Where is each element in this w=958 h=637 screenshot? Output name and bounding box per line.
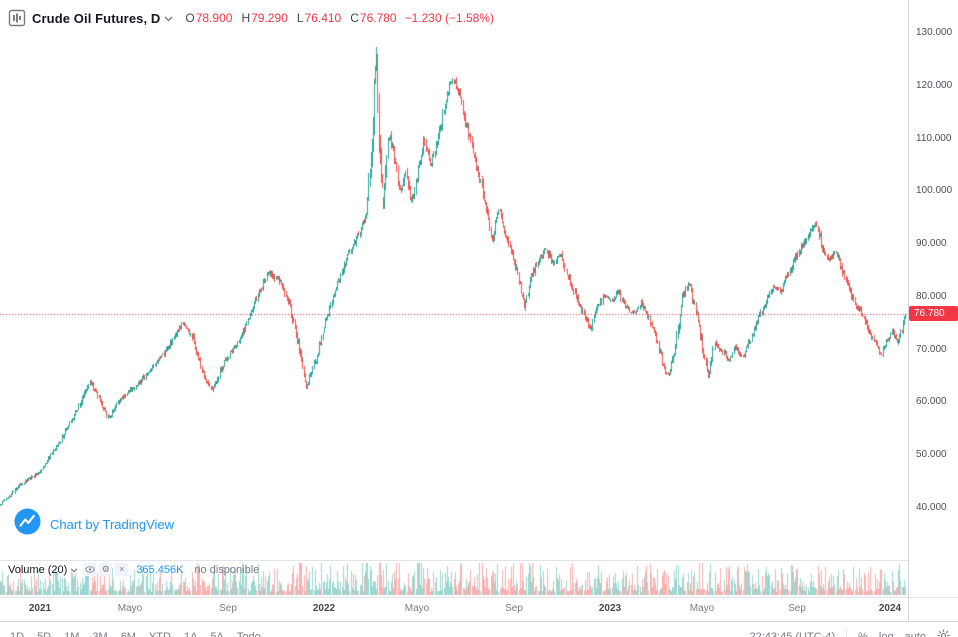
watermark-text: Chart by TradingView [50,516,175,532]
ohlc-values: O 78.900 H 79.290 L 76.410 C 76.780 [185,11,396,25]
bottom-toolbar: 1D 5D 1M 3M 6M YTD 1A 5A Todo 22:43:45 (UTC-4) %… [0,621,958,637]
tradingview-attribution[interactable]: Chart by TradingView [14,508,174,540]
chevron-down-icon[interactable] [70,564,78,576]
time-tick-label: 2022 [312,603,336,614]
price-axis[interactable]: 76.780 130.000 120.000 110.000 100.000 90.00… [909,0,958,597]
pane-divider[interactable] [0,560,958,561]
price-tick-label: 60.000 [916,396,947,408]
price-chart-canvas[interactable] [0,0,908,597]
price-tick-label: 90.000 [916,238,947,250]
volume-label[interactable]: Volume (20) [8,563,68,576]
scale-button-auto[interactable]: auto [904,631,926,637]
scale-button-log[interactable]: log [878,631,894,637]
eye-icon[interactable] [83,563,97,576]
scale-buttons: % log auto [858,631,926,637]
range-button[interactable]: YTD [148,631,171,637]
time-tick-label: 2021 [28,603,52,614]
divider [846,630,848,637]
time-tick-label: Sep [788,603,806,614]
ohlc-pair: C 76.780 [350,11,397,25]
range-button[interactable]: 5A [210,631,224,637]
price-change: −1.230 (−1.58%) [404,11,494,25]
last-price-label: 76.780 [909,305,958,321]
time-tick-label: Sep [219,603,237,614]
clock-time[interactable]: 22:43:45 (UTC-4) [749,631,836,637]
range-button[interactable]: 1M [64,631,80,637]
ohlc-pair: H 79.290 [241,11,288,25]
volume-legend-actions: ⚙ × [83,563,129,576]
price-tick-label: 100.000 [916,185,953,197]
symbol-title[interactable]: Crude Oil Futures, D [32,10,161,26]
chevron-down-icon[interactable] [164,9,173,27]
range-button[interactable]: 5D [37,631,52,637]
time-tick-label: Sep [505,603,523,614]
range-button[interactable]: 6M [120,631,136,637]
time-tick-label: 2023 [598,603,622,614]
range-button[interactable]: 1D [10,631,25,637]
ohlc-pair: L 76.410 [296,11,342,25]
symbol-icon[interactable] [8,9,26,27]
volume-note: no disponible [194,563,260,576]
price-tick-label: 120.000 [916,79,953,91]
gear-icon[interactable] [937,629,950,637]
time-tick-label: 2024 [878,603,902,614]
range-button[interactable]: 3M [92,631,108,637]
price-tick-label: 80.000 [916,290,947,302]
scale-button-percent[interactable]: % [858,631,868,637]
symbol-legend: Crude Oil Futures, D O 78.900 H 79.290 L 76.4… [8,9,494,27]
range-button[interactable]: Todo [236,631,261,637]
time-axis[interactable]: 2021 Mayo Sep 2022 Mayo Sep 2023 Mayo Sep 2024 [0,598,908,620]
price-tick-label: 110.000 [916,132,952,144]
range-button[interactable]: 1A [183,631,198,637]
volume-value: 365.456K [136,563,184,576]
time-tick-label: Mayo [689,603,715,614]
price-axis-border [908,0,909,621]
price-tick-label: 70.000 [916,343,947,355]
price-tick-label: 40.000 [916,501,947,513]
time-axis-border [0,597,958,598]
volume-legend: Volume (20) ⚙ × 365.456K no disponible [8,563,259,576]
close-icon[interactable]: × [115,563,129,576]
time-tick-label: Mayo [117,603,143,614]
ohlc-pair: O 78.900 [185,11,233,25]
gear-icon[interactable]: ⚙ [99,563,113,576]
time-tick-label: Mayo [404,603,430,614]
date-range-buttons: 1D 5D 1M 3M 6M YTD 1A 5A Todo [10,631,261,637]
price-tick-label: 50.000 [916,449,947,461]
scale-controls: 22:43:45 (UTC-4) % log auto [750,629,950,637]
tradingview-logo [14,508,41,540]
price-tick-label: 130.000 [916,27,953,39]
